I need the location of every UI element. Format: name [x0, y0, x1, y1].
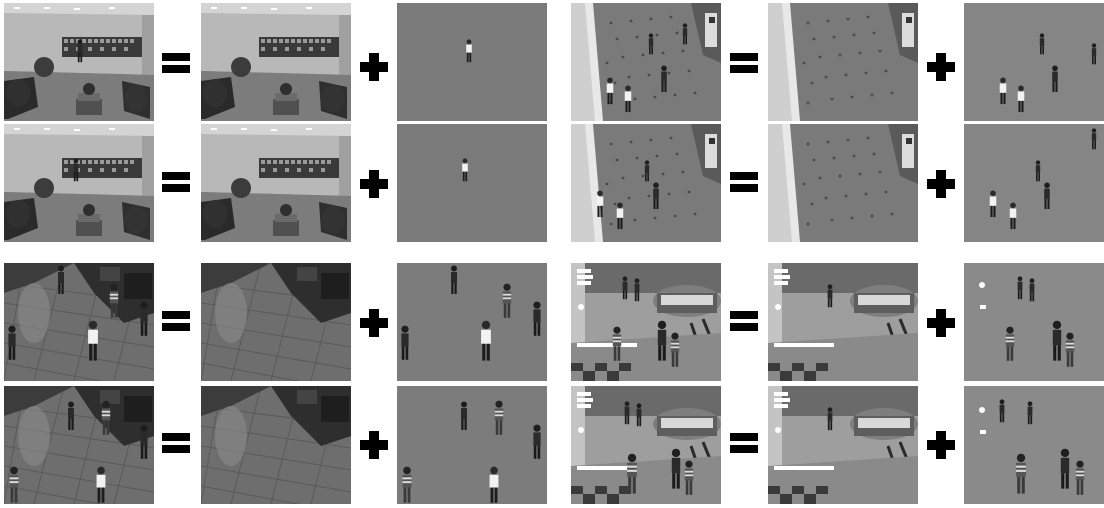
office-frame-1 — [4, 263, 154, 381]
lobby-frame-1 — [4, 3, 154, 121]
office-background-2 — [201, 386, 351, 504]
equals-operator — [162, 311, 190, 331]
plus-operator — [927, 170, 955, 198]
airport-frame-1 — [571, 3, 721, 121]
mall-foreground-2 — [964, 386, 1104, 504]
plus-operator — [360, 431, 388, 459]
airport-foreground-2 — [964, 124, 1104, 242]
airport-frame-2 — [571, 124, 721, 242]
office-foreground-1 — [397, 263, 547, 381]
mall-background-1 — [768, 263, 918, 381]
office-foreground-2 — [397, 386, 547, 504]
equals-operator — [730, 433, 758, 453]
plus-operator — [360, 170, 388, 198]
plus-operator — [927, 53, 955, 81]
plus-operator — [927, 309, 955, 337]
equals-operator — [162, 433, 190, 453]
lobby-frame-2 — [4, 124, 154, 242]
lobby-background-1 — [201, 3, 351, 121]
equals-operator — [730, 172, 758, 192]
lobby-foreground-1 — [397, 3, 547, 121]
airport-background-1 — [768, 3, 918, 121]
plus-operator — [360, 309, 388, 337]
office-background-1 — [201, 263, 351, 381]
mall-background-2 — [768, 386, 918, 504]
equals-operator — [730, 311, 758, 331]
plus-operator — [360, 53, 388, 81]
airport-background-2 — [768, 124, 918, 242]
lobby-foreground-2 — [397, 124, 547, 242]
mall-frame-1 — [571, 263, 721, 381]
lobby-background-2 — [201, 124, 351, 242]
equals-operator — [730, 53, 758, 73]
airport-foreground-1 — [964, 3, 1104, 121]
mall-foreground-1 — [964, 263, 1104, 381]
mall-frame-2 — [571, 386, 721, 504]
equals-operator — [162, 172, 190, 192]
equals-operator — [162, 53, 190, 73]
office-frame-2 — [4, 386, 154, 504]
plus-operator — [927, 431, 955, 459]
